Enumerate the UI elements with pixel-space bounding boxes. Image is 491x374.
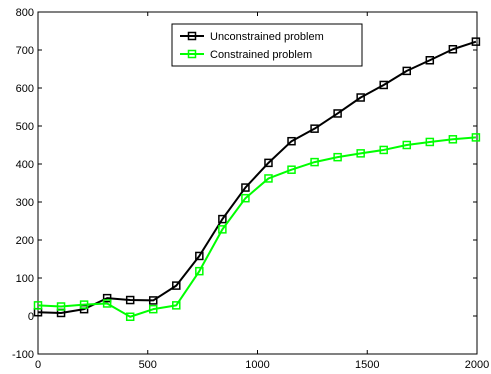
data-point-marker <box>195 251 204 261</box>
data-point-marker <box>310 157 319 167</box>
y-tick-label: 800 <box>16 7 34 19</box>
data-point-marker <box>79 304 89 314</box>
legend-label-0: Unconstrained problem <box>210 31 324 43</box>
y-tick-label: 0 <box>28 311 34 323</box>
y-tick-label: -100 <box>12 349 34 361</box>
data-point-marker <box>448 135 458 144</box>
x-tick-label: 2000 <box>465 359 489 371</box>
y-tick-label: 500 <box>16 121 34 133</box>
data-point-marker <box>56 302 66 311</box>
data-point-marker <box>471 133 481 142</box>
data-point-marker <box>287 165 296 174</box>
data-point-marker <box>379 145 388 155</box>
data-point-marker <box>102 299 112 308</box>
data-point-marker <box>148 296 158 305</box>
data-point-marker <box>379 80 388 90</box>
data-point-marker <box>195 266 204 276</box>
data-point-marker <box>125 295 135 305</box>
x-tick-label: 500 <box>139 359 157 371</box>
data-point-marker <box>425 56 435 65</box>
data-point-marker <box>402 66 412 76</box>
legend: Unconstrained problem Constrained problem <box>171 23 363 67</box>
data-point-marker <box>333 152 342 162</box>
data-point-marker <box>264 174 273 183</box>
data-point-marker <box>287 136 296 146</box>
legend-marker-1 <box>187 49 197 59</box>
y-tick-label: 100 <box>16 273 34 285</box>
data-point-marker <box>33 301 43 310</box>
data-point-marker <box>241 193 250 203</box>
data-point-marker <box>148 304 158 314</box>
y-tick-label: 300 <box>16 197 34 209</box>
data-point-marker <box>356 149 365 158</box>
data-point-marker <box>264 158 273 168</box>
legend-marker-0 <box>187 31 197 41</box>
x-tick-label: 0 <box>35 359 41 371</box>
x-tick-label: 1500 <box>355 359 379 371</box>
legend-label-1: Constrained problem <box>210 49 312 61</box>
series-lines <box>33 37 481 322</box>
data-point-marker <box>218 225 227 234</box>
data-point-marker <box>218 214 227 224</box>
data-point-marker <box>102 293 112 303</box>
y-tick-label: 200 <box>16 235 34 247</box>
data-point-marker <box>79 300 89 309</box>
x-tick-label: 1000 <box>245 359 269 371</box>
data-point-marker <box>172 301 181 310</box>
axis-ticks: 0 500 1000 1500 2000-10001002003004005006007… <box>12 7 489 371</box>
data-point-marker <box>125 312 135 322</box>
y-tick-label: 700 <box>16 45 34 57</box>
data-point-marker <box>241 183 250 192</box>
data-point-marker <box>471 37 481 46</box>
legend-box <box>171 23 363 67</box>
y-tick-label: 400 <box>16 159 34 171</box>
data-point-marker <box>448 44 458 54</box>
data-point-marker <box>402 140 412 150</box>
data-point-marker <box>172 281 181 290</box>
data-point-marker <box>425 137 435 147</box>
data-point-marker <box>333 109 342 118</box>
data-point-marker <box>356 93 365 102</box>
data-point-marker <box>310 124 319 133</box>
y-tick-label: 600 <box>16 83 34 95</box>
